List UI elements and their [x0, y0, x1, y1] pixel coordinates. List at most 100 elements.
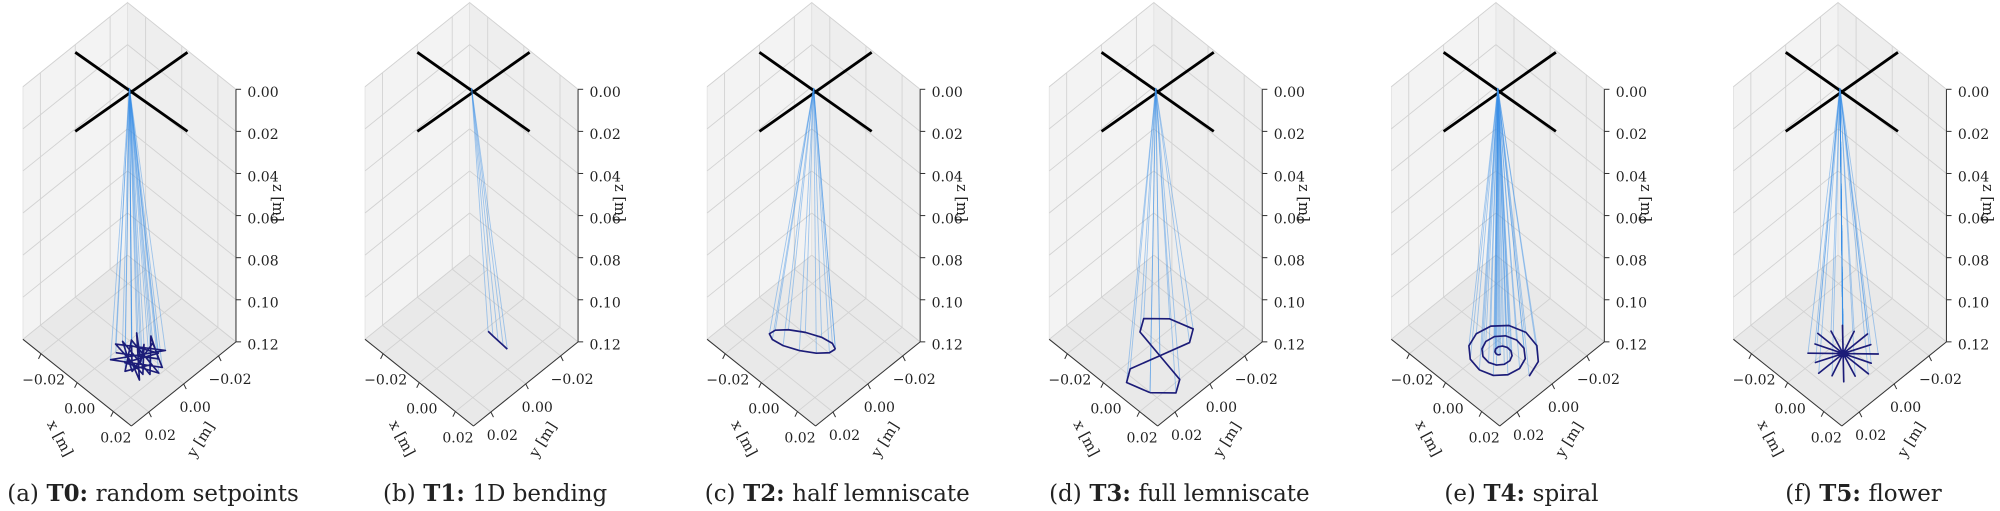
y-tick-label: 0.02: [145, 428, 176, 444]
y-tick-label: 0.02: [1855, 428, 1886, 444]
rod-line: [471, 87, 499, 341]
grid-line: [1750, 324, 1860, 413]
x-axis-line: [364, 338, 474, 427]
tick-mark: [1442, 382, 1446, 388]
z-tick-label: 0.12: [1616, 338, 1647, 354]
rod-line: [1839, 88, 1844, 354]
grid-line: [469, 2, 579, 90]
grid-line: [1101, 296, 1211, 385]
grid-line: [706, 128, 813, 214]
rod-line: [1839, 88, 1844, 354]
z-axis-label: z [m]: [1637, 184, 1654, 222]
grid-line: [417, 296, 527, 385]
caption-text: flower: [1868, 481, 1941, 507]
rod-line: [813, 87, 836, 350]
caption-label: (c): [705, 481, 736, 507]
grid-line: [1837, 170, 1947, 259]
grid-line: [22, 44, 128, 130]
grid-line: [22, 128, 128, 214]
caption-text: random setpoints: [96, 481, 299, 507]
rod-line: [1839, 87, 1872, 364]
grid-line: [1391, 86, 1497, 172]
grid-line: [469, 170, 579, 259]
tick-mark: [74, 382, 78, 388]
rod-line: [1497, 88, 1501, 355]
caption-tag: T0:: [47, 480, 89, 507]
z-tick-label: 0.00: [247, 85, 278, 101]
y-axis-line: [1841, 341, 1947, 427]
caption-tag: T4:: [1484, 480, 1526, 507]
y-axis-label: y [m]: [1894, 419, 1929, 461]
rod-line: [1155, 87, 1194, 330]
grid-line: [1495, 170, 1605, 259]
rod-line: [1839, 88, 1844, 354]
tick-mark: [758, 382, 762, 388]
rod-line: [129, 88, 133, 372]
rod-line: [1155, 88, 1161, 356]
rod-line: [1496, 88, 1499, 366]
x-tick-label: 0.00: [1775, 401, 1806, 417]
grid-line: [22, 2, 128, 88]
tick-mark: [490, 411, 494, 418]
tick-mark: [218, 355, 222, 362]
grid-line: [1391, 170, 1497, 256]
rod-line: [129, 87, 152, 365]
subplot: −0.020.000.02−0.020.000.020.000.020.040.…: [1733, 1, 1996, 507]
x-axis-label: x [m]: [1754, 418, 1787, 460]
y-axis-line: [815, 341, 921, 427]
tick-mark: [38, 353, 42, 360]
x-tick-label: 0.02: [784, 430, 815, 446]
grid-line: [22, 86, 128, 172]
z-tick-label: 0.06: [932, 211, 963, 227]
z-tick-label: 0.06: [1616, 211, 1647, 227]
tick-mark: [1209, 383, 1213, 390]
grid-line: [1733, 170, 1839, 256]
rod-line: [124, 88, 130, 363]
rod-line: [1497, 87, 1526, 359]
rod-line: [129, 87, 159, 354]
grid-line: [469, 212, 579, 301]
tick-mark: [110, 411, 114, 417]
rod-line: [471, 87, 489, 332]
rod-line: [129, 87, 163, 368]
z-tick-label: 0.02: [1274, 127, 1305, 143]
rod-line: [1839, 88, 1844, 354]
rod-line: [129, 88, 138, 334]
z-tick-label: 0.06: [1958, 211, 1989, 227]
z-tick-label: 0.06: [247, 211, 278, 227]
y-tick-label: −0.02: [1919, 372, 1962, 388]
rod-line: [129, 87, 159, 359]
rod-line: [1155, 87, 1181, 380]
z-axis-label: z [m]: [611, 184, 628, 222]
z-tick-label: 0.08: [1274, 253, 1305, 269]
grid-line: [1733, 44, 1839, 130]
tip-trajectory: [487, 330, 508, 350]
rod-line: [1831, 88, 1841, 376]
z-axis-label: z [m]: [269, 184, 286, 222]
grid-line: [1785, 296, 1895, 385]
grid-line: [1048, 2, 1155, 88]
rod-line: [1830, 88, 1841, 332]
rod-line: [1497, 87, 1517, 340]
grid-line: [794, 268, 903, 357]
z-tick-label: 0.00: [1274, 85, 1305, 101]
subplot: −0.020.000.02−0.020.000.020.000.020.040.…: [7, 1, 299, 507]
x-tick-label: 0.00: [748, 401, 779, 417]
tick-mark: [1748, 353, 1752, 360]
rod-line: [129, 87, 154, 344]
z-tick-label: 0.08: [1616, 253, 1647, 269]
grid-line: [1837, 2, 1947, 90]
grid-line: [1733, 128, 1839, 214]
rod-line: [471, 87, 494, 337]
x-tick-label: 0.00: [1432, 401, 1463, 417]
grid-line: [706, 86, 813, 172]
rod-line: [1493, 88, 1499, 337]
caption-label: (b): [383, 481, 416, 507]
tick-mark: [1478, 411, 1483, 417]
grid-line: [1820, 268, 1930, 357]
rod-line: [1839, 88, 1844, 354]
grid-line: [1733, 86, 1839, 172]
tick-mark: [1406, 353, 1410, 360]
rod-line: [129, 88, 133, 363]
